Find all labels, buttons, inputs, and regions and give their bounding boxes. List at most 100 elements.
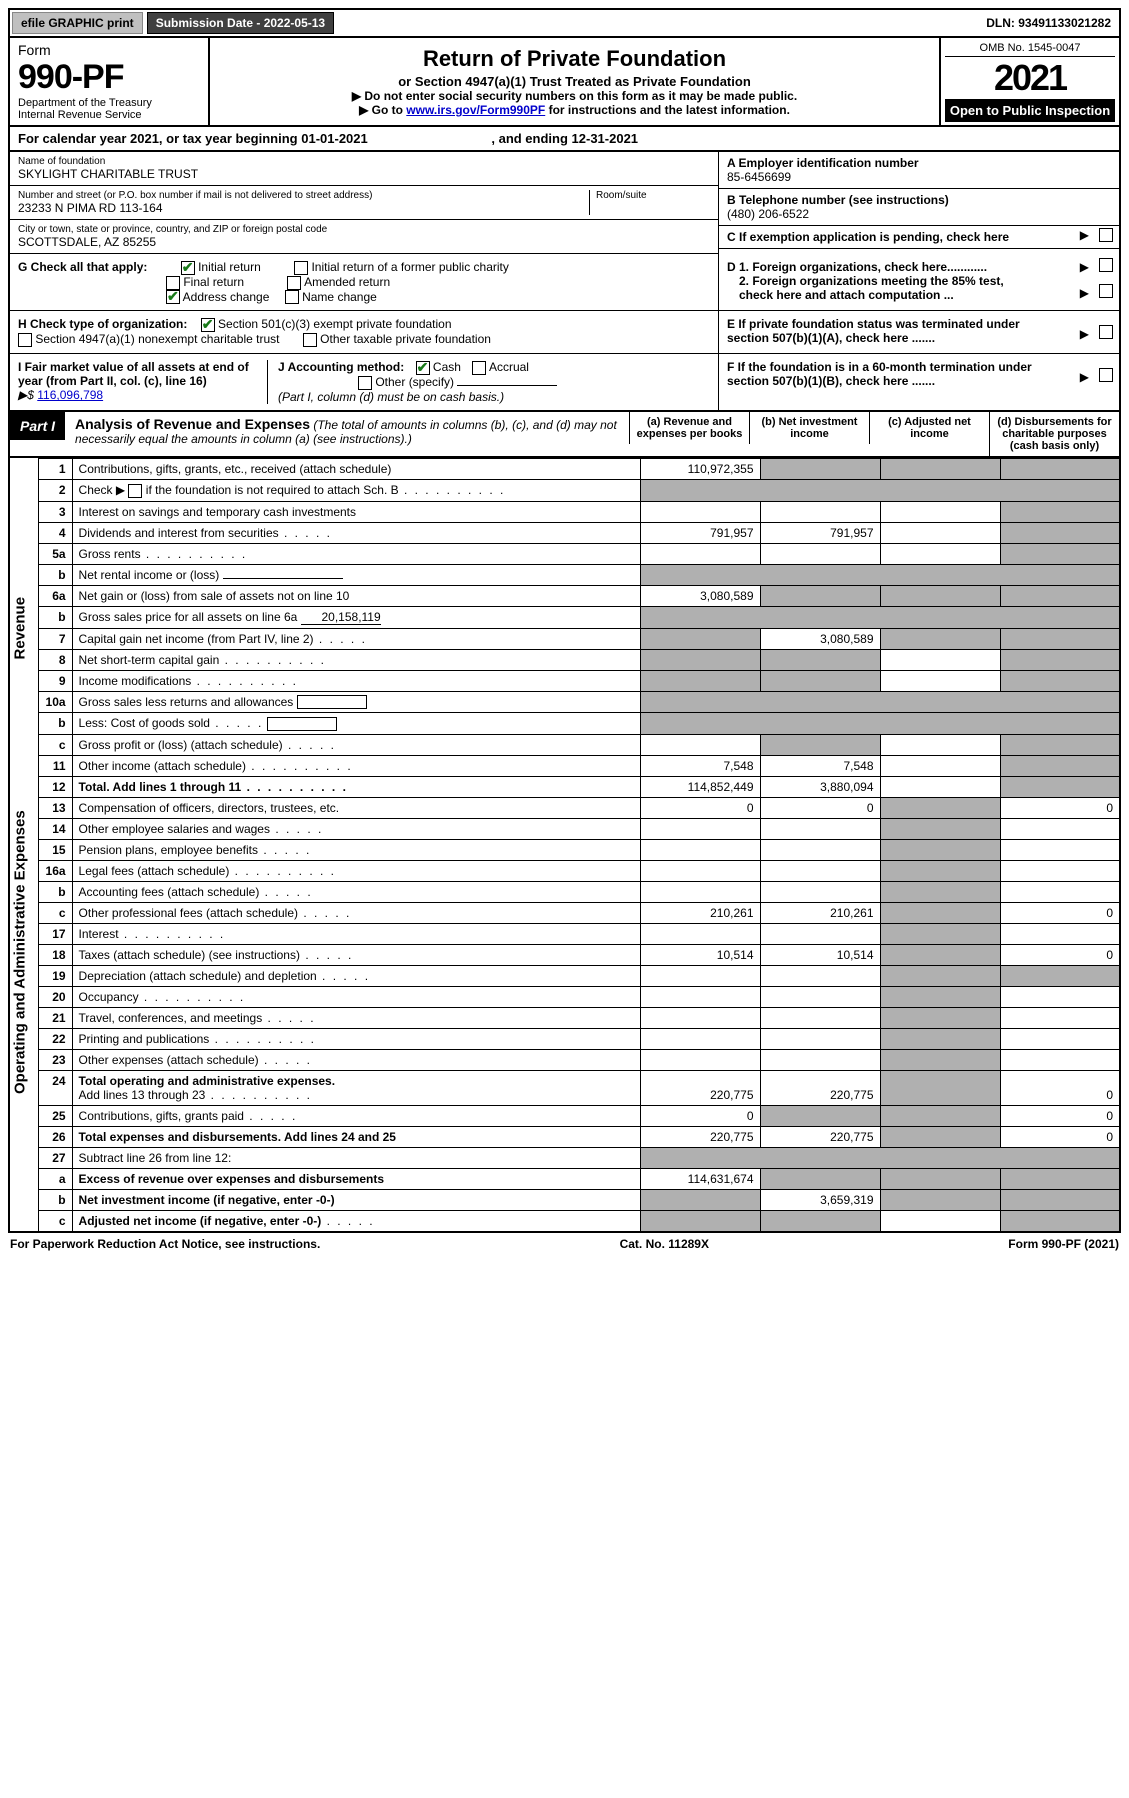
name-label: Name of foundation [18,156,710,167]
r6a-desc: Net gain or (loss) from sale of assets n… [72,585,640,606]
fmv-link[interactable]: 116,096,798 [37,388,103,402]
cal-pre: For calendar year 2021, or tax year begi… [18,131,301,146]
r15-desc: Pension plans, employee benefits [72,840,640,861]
r24-num: 24 [38,1071,72,1106]
r11-b: 7,548 [760,756,880,777]
r3-desc: Interest on savings and temporary cash i… [72,501,640,522]
initial-former-checkbox[interactable] [294,261,308,275]
submission-date-button[interactable]: Submission Date - 2022-05-13 [147,12,334,34]
r27c-num: c [38,1211,72,1233]
r21-num: 21 [38,1008,72,1029]
r22-desc: Printing and publications [72,1029,640,1050]
row-16c: cOther professional fees (attach schedul… [9,903,1120,924]
r4-num: 4 [38,522,72,543]
row-6a: 6aNet gain or (loss) from sale of assets… [9,585,1120,606]
row-12: 12Total. Add lines 1 through 11114,852,4… [9,777,1120,798]
r11-num: 11 [38,756,72,777]
r4-b: 791,957 [760,522,880,543]
row-3: 3Interest on savings and temporary cash … [9,501,1120,522]
name-change-checkbox[interactable] [285,290,299,304]
cash-checkbox[interactable] [416,361,430,375]
r26-d: 0 [1000,1127,1120,1148]
r11-desc: Other income (attach schedule) [72,756,640,777]
r10b-num: b [38,713,72,735]
r8-desc: Net short-term capital gain [72,649,640,670]
r18-num: 18 [38,945,72,966]
room-label: Room/suite [596,190,710,201]
r13-a: 0 [640,798,760,819]
calendar-year-row: For calendar year 2021, or tax year begi… [8,127,1121,152]
d1-label: D 1. Foreign organizations, check here..… [727,260,987,274]
row-9: 9Income modifications [9,670,1120,691]
4947-checkbox[interactable] [18,333,32,347]
other-taxable-checkbox[interactable] [303,333,317,347]
address-change-checkbox[interactable] [166,290,180,304]
501c3-checkbox[interactable] [201,318,215,332]
row-6b: bGross sales price for all assets on lin… [9,606,1120,628]
phone-label: B Telephone number (see instructions) [727,193,949,207]
sch-b-checkbox[interactable] [128,484,142,498]
accrual-checkbox[interactable] [472,361,486,375]
r10a-desc: Gross sales less returns and allowances [72,691,640,713]
row-18: 18Taxes (attach schedule) (see instructi… [9,945,1120,966]
row-11: 11Other income (attach schedule)7,5487,5… [9,756,1120,777]
r18-desc: Taxes (attach schedule) (see instruction… [72,945,640,966]
e-block: E If private foundation status was termi… [719,311,1119,353]
r10c-num: c [38,735,72,756]
dept-line-1: Department of the Treasury [18,97,152,109]
col-d-header: (d) Disbursements for charitable purpose… [989,412,1119,456]
r1-num: 1 [38,458,72,479]
r14-num: 14 [38,819,72,840]
r19-num: 19 [38,966,72,987]
footer-mid: Cat. No. 11289X [620,1237,709,1251]
r3-num: 3 [38,501,72,522]
ij-block: I Fair market value of all assets at end… [10,354,719,410]
addr-label: Number and street (or P.O. box number if… [18,190,583,201]
initial-return-checkbox[interactable] [181,261,195,275]
r8-num: 8 [38,649,72,670]
d2-label: 2. Foreign organizations meeting the 85%… [739,274,1039,302]
amended-return-checkbox[interactable] [287,276,301,290]
r10a-num: 10a [38,691,72,713]
row-2: 2 Check ▶ if the foundation is not requi… [9,479,1120,501]
d2-checkbox[interactable] [1099,284,1113,298]
r27a-num: a [38,1169,72,1190]
row-23: 23Other expenses (attach schedule) [9,1050,1120,1071]
row-26: 26Total expenses and disbursements. Add … [9,1127,1120,1148]
footer-right: Form 990-PF (2021) [1008,1237,1119,1251]
instr-line-2: ▶ Go to www.irs.gov/Form990PF for instru… [218,103,931,117]
tax-year: 2021 [945,57,1115,99]
r14-desc: Other employee salaries and wages [72,819,640,840]
r25-d: 0 [1000,1106,1120,1127]
r23-num: 23 [38,1050,72,1071]
r2-num: 2 [38,479,72,501]
h-block: H Check type of organization: Section 50… [10,311,719,353]
exemption-pending-checkbox[interactable] [1099,228,1113,242]
r2-post: if the foundation is not required to att… [142,483,398,497]
r1-desc: Contributions, gifts, grants, etc., rece… [72,458,640,479]
g-initial: Initial return [198,260,261,274]
r18-a: 10,514 [640,945,760,966]
row-10a: 10aGross sales less returns and allowanc… [9,691,1120,713]
r16c-d: 0 [1000,903,1120,924]
section-g-d: G Check all that apply: Initial return I… [8,254,1121,311]
r13-b: 0 [760,798,880,819]
other-method-checkbox[interactable] [358,376,372,390]
page-footer: For Paperwork Reduction Act Notice, see … [8,1233,1121,1255]
efile-button[interactable]: efile GRAPHIC print [12,12,143,34]
e-checkbox[interactable] [1099,325,1113,339]
f-checkbox[interactable] [1099,368,1113,382]
r13-num: 13 [38,798,72,819]
r12-b: 3,880,094 [760,777,880,798]
part1-title: Analysis of Revenue and Expenses [75,416,310,432]
r5b-num: b [38,564,72,585]
r16c-num: c [38,903,72,924]
city-state-zip: SCOTTSDALE, AZ 85255 [18,235,156,249]
ein-label: A Employer identification number [727,156,919,170]
d1-checkbox[interactable] [1099,258,1113,272]
col-a-label: (a) Revenue and expenses per books [637,416,743,440]
part1-title-block: Analysis of Revenue and Expenses (The to… [65,412,629,450]
instructions-link[interactable]: www.irs.gov/Form990PF [406,103,545,117]
r27b-num: b [38,1190,72,1211]
r10b-desc: Less: Cost of goods sold [72,713,640,735]
